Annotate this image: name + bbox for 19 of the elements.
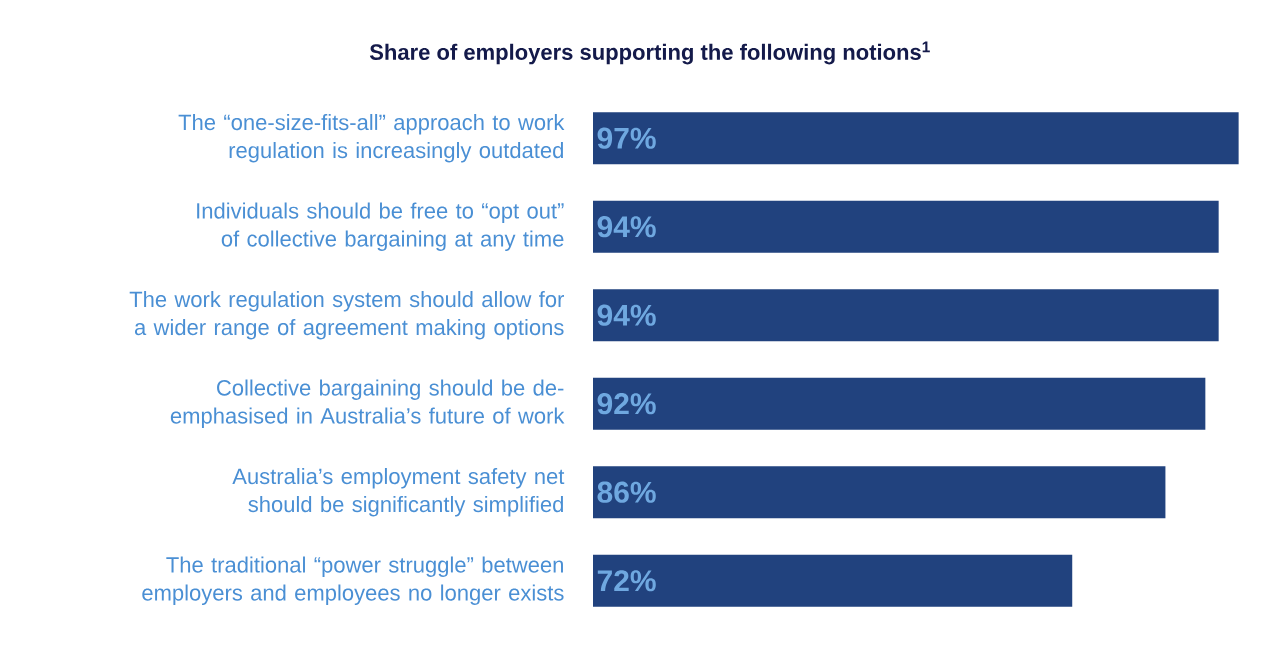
data-label: 97% — [597, 127, 656, 149]
bar — [593, 466, 1166, 519]
data-label: 92% — [597, 393, 656, 415]
bar — [593, 554, 1073, 607]
y-tick-label: Australia’s employment safety net should be significantly simplified — [232, 467, 565, 517]
bar — [593, 112, 1239, 165]
bar — [593, 289, 1219, 342]
bar — [593, 200, 1219, 253]
data-label: 94% — [597, 216, 656, 238]
data-label: 72% — [597, 570, 656, 592]
data-label: 86% — [597, 481, 656, 503]
bar — [593, 377, 1206, 430]
y-tick-label: The “one-size-fits-all” approach to work regulation is increasingly outdated — [178, 113, 565, 163]
y-tick-label: Individuals should be free to “opt out” of collective bargaining at any time — [197, 202, 564, 251]
y-tick-label: The work regulation system should allow for a wider range of agreement making options — [129, 290, 565, 340]
data-label: 94% — [597, 304, 656, 326]
y-tick-label: The traditional “power struggle” between employers and employees no longer exists — [142, 556, 564, 605]
y-tick-label: Collective bargaining should be de-emphasised in Australia’s future of work — [170, 379, 565, 428]
chart-title: Share of employers supporting the following notions$^{1}$ — [369, 41, 930, 65]
